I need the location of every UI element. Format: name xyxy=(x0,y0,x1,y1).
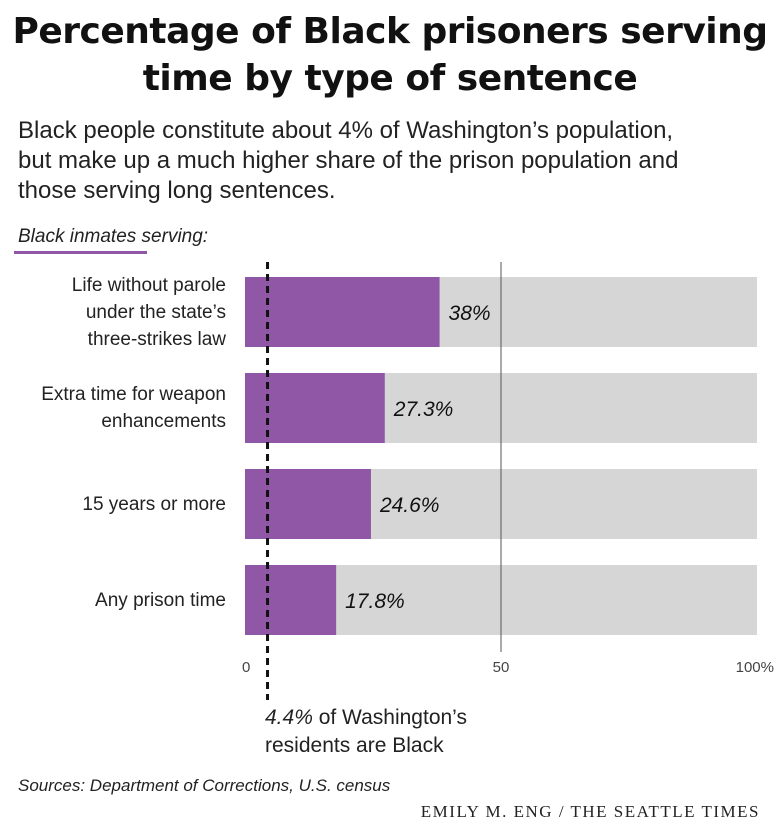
reference-note-line-2: residents are Black xyxy=(265,734,444,757)
x-tick-label: 50 xyxy=(493,659,510,676)
reference-note-pct: 4.4% xyxy=(265,706,313,729)
subtitle-line-2: but make up a much higher share of the p… xyxy=(18,147,679,174)
x-tick-label: 100% xyxy=(736,659,774,676)
x-tick-label: 0 xyxy=(242,659,250,676)
group-label: Black inmates serving: xyxy=(18,226,209,247)
category-label-line: 15 years or more xyxy=(82,493,226,515)
category-label-line: Extra time for weapon xyxy=(41,384,226,405)
value-label: 17.8% xyxy=(345,590,405,613)
group-label-underline xyxy=(14,251,147,254)
category-label-line: Any prison time xyxy=(95,589,226,611)
category-label-line: enhancements xyxy=(101,411,226,432)
bar xyxy=(245,469,371,539)
category-label-line: under the state’s xyxy=(85,301,226,323)
chart-title: Percentage of Black prisoners serving ti… xyxy=(0,8,780,102)
title-line-2: time by type of sentence xyxy=(142,58,638,99)
reference-note-line-1: 4.4% of Washington’s xyxy=(265,704,467,732)
category-label: Any prison time xyxy=(95,587,226,614)
reference-note: 4.4% of Washington’s residents are Black xyxy=(265,704,467,760)
reference-note-text: of Washington’s xyxy=(312,706,467,729)
credit-line: EMILY M. ENG / THE SEATTLE TIMES xyxy=(420,802,760,821)
category-label-line: three-strikes law xyxy=(87,328,226,350)
source-note: Sources: Department of Corrections, U.S.… xyxy=(18,776,391,795)
value-label: 24.6% xyxy=(379,494,440,517)
category-label-line: Life without parole xyxy=(71,274,226,296)
subtitle-line-3: those serving long sentences. xyxy=(18,177,336,204)
subtitle-line-1: Black people constitute about 4% of Wash… xyxy=(18,117,674,144)
bar xyxy=(245,565,337,635)
value-label: 27.3% xyxy=(393,398,454,421)
value-label: 38% xyxy=(449,302,491,325)
category-label: Life without parole under the state’s thre… xyxy=(72,272,226,353)
category-label: 15 years or more xyxy=(82,491,226,518)
bar xyxy=(245,277,440,347)
category-label: Extra time for weapon enhancements xyxy=(41,381,226,435)
title-line-1: Percentage of Black prisoners serving xyxy=(12,11,768,52)
chart-subtitle: Black people constitute about 4% of Wash… xyxy=(18,116,768,206)
bar xyxy=(245,373,385,443)
